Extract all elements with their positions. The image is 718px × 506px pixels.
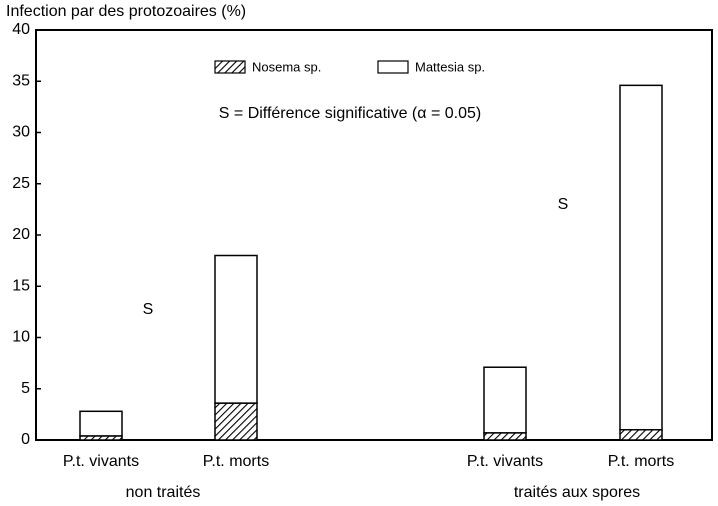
legend-label: Nosema sp. [252, 59, 321, 74]
annotation: S [143, 301, 154, 318]
x-tick-label: P.t. morts [608, 453, 674, 470]
y-tick-label: 0 [21, 431, 30, 448]
bar-segment [214, 254, 258, 404]
y-tick-label: 15 [12, 277, 30, 294]
plot-frame [35, 29, 713, 441]
group-label: traités aux spores [514, 484, 640, 501]
y-tick-label: 25 [12, 175, 30, 192]
bar-segment [214, 402, 258, 441]
annotation: S = Différence significative (α = 0.05) [219, 105, 481, 122]
annotation: S [558, 196, 569, 213]
legend-label: Mattesia sp. [415, 59, 485, 74]
bar-segment [619, 429, 663, 441]
y-tick-label: 20 [12, 226, 30, 243]
bar-segment [619, 84, 663, 431]
y-tick-label: 10 [12, 329, 30, 346]
bar-segment [483, 366, 527, 434]
y-tick-label: 40 [12, 21, 30, 38]
bar-segment [483, 432, 527, 441]
legend-swatch [214, 60, 246, 74]
y-tick-label: 30 [12, 124, 30, 141]
bar-segment [79, 410, 123, 437]
x-tick-label: P.t. vivants [467, 453, 543, 470]
x-tick-label: P.t. vivants [63, 453, 139, 470]
x-tick-label: P.t. morts [203, 453, 269, 470]
y-axis-title: Infection par des protozoaires (%) [6, 3, 246, 20]
y-tick-label: 35 [12, 72, 30, 89]
y-tick-label: 5 [21, 380, 30, 397]
group-label: non traités [126, 484, 201, 501]
legend-swatch [377, 60, 409, 74]
